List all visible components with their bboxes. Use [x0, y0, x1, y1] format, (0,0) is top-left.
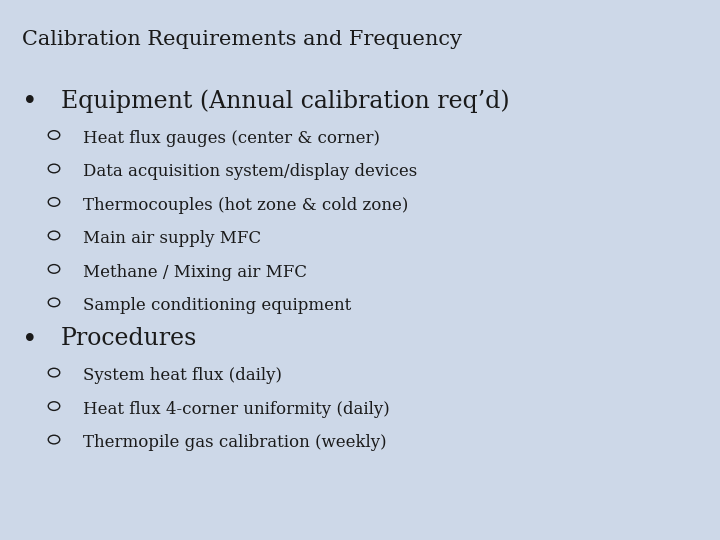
Text: Calibration Requirements and Frequency: Calibration Requirements and Frequency	[22, 30, 462, 49]
Text: Equipment (Annual calibration req’d): Equipment (Annual calibration req’d)	[61, 89, 510, 113]
Text: Procedures: Procedures	[61, 327, 197, 350]
Text: System heat flux (daily): System heat flux (daily)	[83, 367, 282, 384]
Text: Thermopile gas calibration (weekly): Thermopile gas calibration (weekly)	[83, 434, 387, 451]
Text: Sample conditioning equipment: Sample conditioning equipment	[83, 297, 351, 314]
Text: Thermocouples (hot zone & cold zone): Thermocouples (hot zone & cold zone)	[83, 197, 408, 213]
Text: Heat flux gauges (center & corner): Heat flux gauges (center & corner)	[83, 130, 380, 146]
Text: •: •	[22, 327, 37, 352]
Text: Methane / Mixing air MFC: Methane / Mixing air MFC	[83, 264, 307, 280]
Text: Data acquisition system/display devices: Data acquisition system/display devices	[83, 163, 417, 180]
Text: Heat flux 4-corner uniformity (daily): Heat flux 4-corner uniformity (daily)	[83, 401, 390, 417]
Text: Main air supply MFC: Main air supply MFC	[83, 230, 261, 247]
Text: •: •	[22, 89, 37, 114]
